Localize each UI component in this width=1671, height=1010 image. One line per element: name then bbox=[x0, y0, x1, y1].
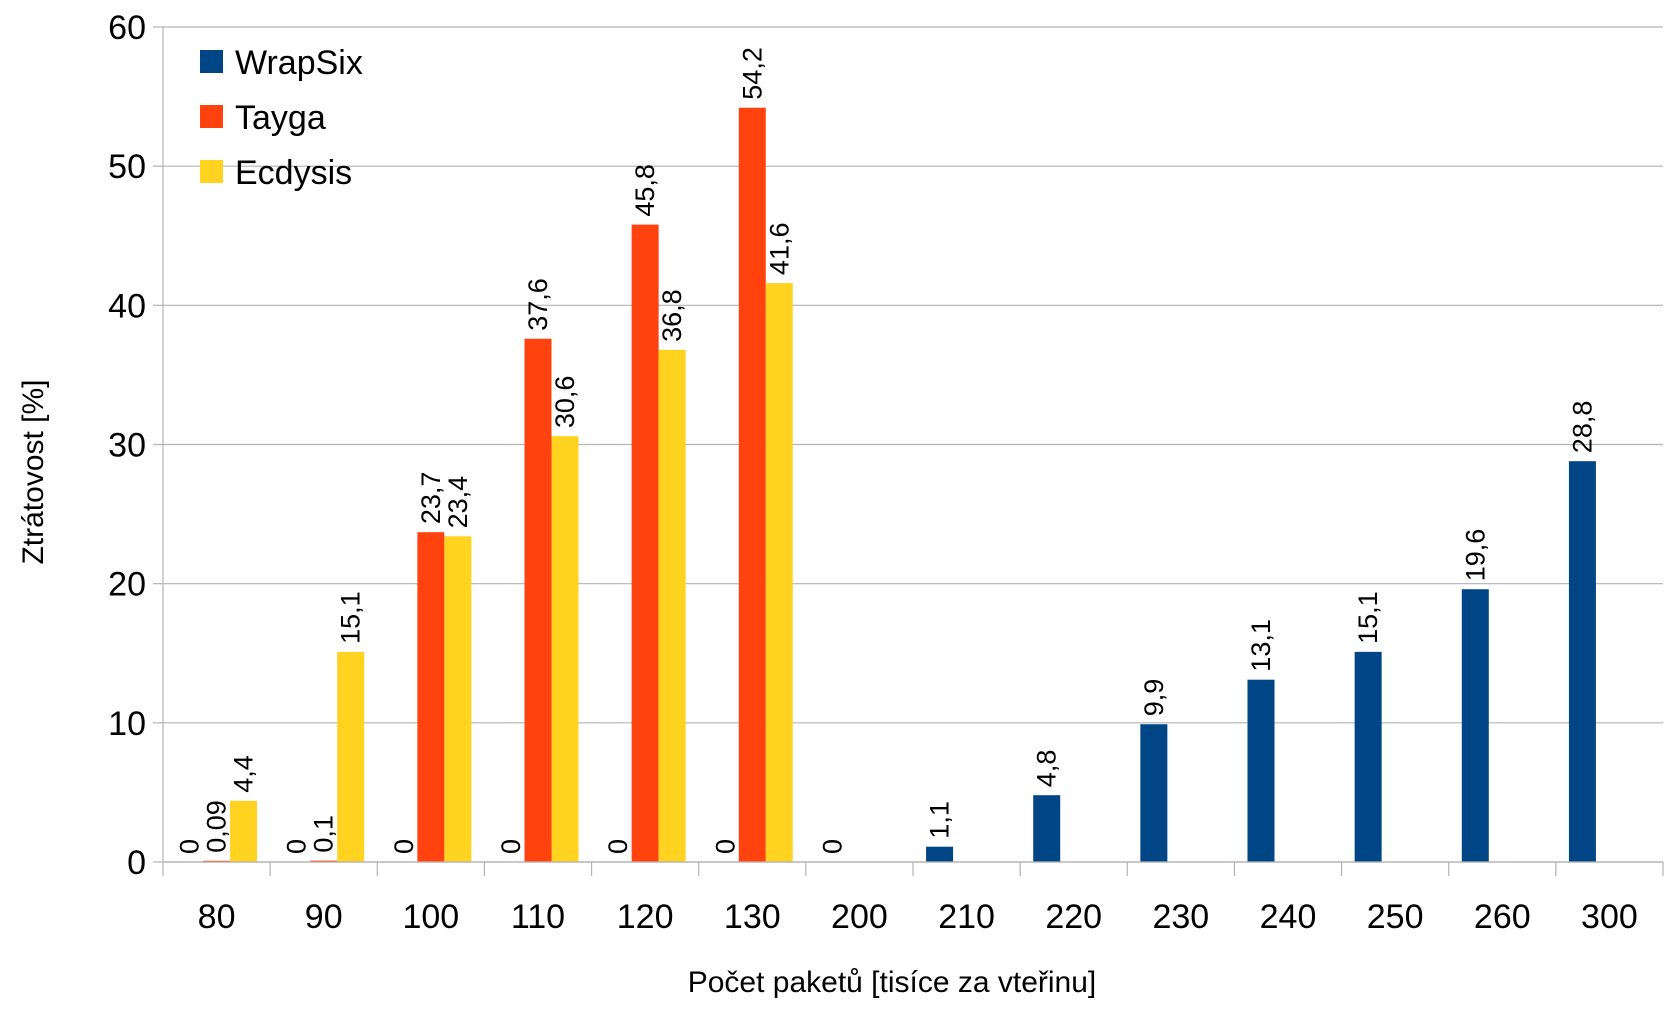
data-label: 0,09 bbox=[202, 800, 232, 853]
legend-label-tayga: Tayga bbox=[235, 99, 326, 137]
x-tick-label: 260 bbox=[1474, 898, 1531, 936]
bar-wrapsix bbox=[1033, 795, 1061, 862]
data-label: 0 bbox=[282, 839, 312, 854]
bar-tayga bbox=[524, 338, 552, 862]
x-tick-label: 300 bbox=[1581, 898, 1638, 936]
y-tick-label: 20 bbox=[108, 566, 146, 604]
data-label: 0 bbox=[603, 839, 633, 854]
legend-label-wrapsix: WrapSix bbox=[235, 44, 363, 82]
bar-ecdysis bbox=[337, 651, 365, 862]
data-label: 28,8 bbox=[1567, 401, 1597, 454]
y-tick-label: 40 bbox=[108, 287, 146, 325]
bar-ecdysis bbox=[658, 349, 686, 862]
x-tick-label: 230 bbox=[1152, 898, 1209, 936]
y-tick-label: 0 bbox=[127, 844, 146, 882]
x-tick-label: 120 bbox=[617, 898, 674, 936]
bar-ecdysis bbox=[444, 536, 472, 862]
y-tick-label: 10 bbox=[108, 705, 146, 743]
x-axis-title: Počet paketů [tisíce za vteřinu] bbox=[688, 966, 1097, 999]
y-axis-title: Ztrátovost [%] bbox=[17, 379, 50, 564]
x-tick-label: 200 bbox=[831, 898, 888, 936]
x-tick-label: 220 bbox=[1045, 898, 1102, 936]
axes: 0 10 20 30 40 50 60 80 90 100 110 120 130 200 210 220 23… bbox=[108, 9, 1664, 936]
bar-tayga bbox=[417, 532, 445, 862]
data-label: 0 bbox=[710, 839, 740, 854]
x-tick-label: 250 bbox=[1367, 898, 1424, 936]
bar-ecdysis bbox=[765, 283, 793, 863]
bar-wrapsix bbox=[1461, 589, 1489, 862]
bar-wrapsix bbox=[926, 846, 954, 862]
bar-wrapsix bbox=[1354, 651, 1382, 862]
x-tick-label: 210 bbox=[938, 898, 995, 936]
x-tick-label: 240 bbox=[1260, 898, 1317, 936]
data-label: 9,9 bbox=[1139, 679, 1169, 717]
bar-ecdysis bbox=[551, 436, 579, 862]
legend-swatch-ecdysis bbox=[200, 160, 223, 183]
data-label: 0 bbox=[496, 839, 526, 854]
data-label: 0 bbox=[175, 839, 205, 854]
bar-wrapsix bbox=[1247, 679, 1275, 862]
bar-wrapsix bbox=[1140, 724, 1168, 862]
data-label: 4,4 bbox=[229, 755, 259, 793]
bar-tayga bbox=[631, 224, 659, 862]
x-tick-label: 100 bbox=[402, 898, 459, 936]
data-label: 45,8 bbox=[630, 164, 660, 217]
data-label: 15,1 bbox=[336, 591, 366, 644]
data-label: 19,6 bbox=[1460, 529, 1490, 582]
data-label: 1,1 bbox=[925, 801, 955, 839]
bar-tayga bbox=[738, 107, 766, 862]
legend-swatch-wrapsix bbox=[200, 50, 223, 73]
data-label: 37,6 bbox=[523, 278, 553, 331]
x-tick-label: 90 bbox=[305, 898, 343, 936]
data-labels: 00,094,400,115,1023,723,4037,630,6045,83… bbox=[175, 47, 1598, 854]
data-label: 23,7 bbox=[416, 472, 446, 525]
bar-ecdysis bbox=[230, 800, 258, 862]
x-tick-label: 80 bbox=[198, 898, 236, 936]
y-tick-label: 50 bbox=[108, 148, 146, 186]
data-label: 15,1 bbox=[1353, 591, 1383, 644]
legend-label-ecdysis: Ecdysis bbox=[235, 154, 352, 192]
data-label: 0 bbox=[389, 839, 419, 854]
data-label: 0,1 bbox=[309, 815, 339, 853]
bar-tayga bbox=[203, 860, 231, 862]
bars bbox=[203, 107, 1596, 863]
data-label: 13,1 bbox=[1246, 619, 1276, 672]
legend-swatch-tayga bbox=[200, 105, 223, 128]
data-label: 41,6 bbox=[764, 223, 794, 276]
legend: WrapSix Tayga Ecdysis bbox=[200, 44, 363, 192]
data-label: 54,2 bbox=[737, 47, 767, 100]
grid-lines bbox=[163, 26, 1663, 863]
x-tick-label: 130 bbox=[724, 898, 781, 936]
data-label: 23,4 bbox=[443, 476, 473, 529]
data-label: 0 bbox=[817, 839, 847, 854]
data-label: 36,8 bbox=[657, 289, 687, 342]
bar-wrapsix bbox=[1568, 461, 1596, 862]
x-tick-label: 110 bbox=[511, 898, 565, 936]
data-label: 4,8 bbox=[1032, 750, 1062, 788]
data-label: 30,6 bbox=[550, 376, 580, 429]
y-tick-label: 60 bbox=[108, 9, 146, 47]
y-tick-label: 30 bbox=[108, 427, 146, 465]
bar-tayga bbox=[310, 860, 338, 862]
